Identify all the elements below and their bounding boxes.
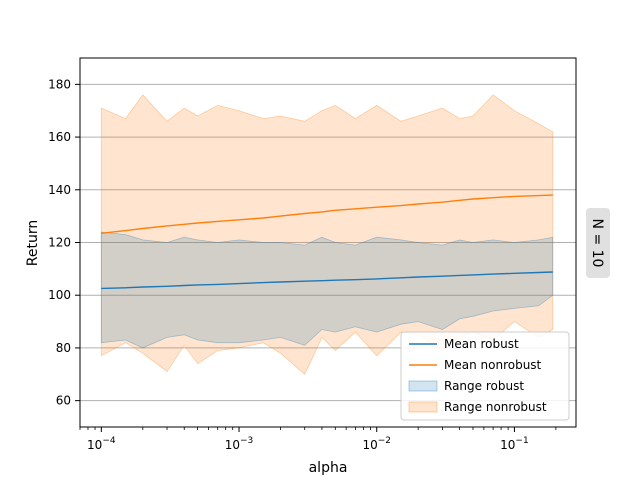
range-bands [100,94,554,375]
legend-box [400,331,570,421]
band-range-robust [100,231,554,349]
line-mean-nonrobust [101,194,553,234]
x-tick-label: 10−1 [500,436,529,452]
legend-swatch [408,401,438,413]
y-tick-label: 100 [48,288,71,302]
y-tick-label: 180 [48,77,71,91]
x-tick-label: 10−3 [225,436,254,452]
y-axis-label: Return [25,220,41,266]
legend-entry: Range robust [444,379,524,393]
facet-label-box: N = 10 [586,208,610,278]
legend-entry: Mean nonrobust [444,358,542,372]
legend-entry: Mean robust [444,337,519,351]
x-axis-label: alpha [309,460,348,476]
y-axis-ticks: 60 80 100 120 140 160 180 [48,77,80,408]
x-axis-ticks: 10−4 10−3 10−2 10−1 [79,427,557,452]
y-tick-label: 80 [56,341,71,355]
y-tick-label: 140 [48,183,71,197]
line-mean-robust [101,271,553,290]
x-tick-label: 10−4 [87,436,116,452]
mean-lines [101,194,553,290]
facet-label: N = 10 [589,219,605,268]
y-tick-label: 120 [48,236,71,250]
legend: Mean robust Mean nonrobust Range robust Ran… [400,331,570,421]
band-range-nonrobust [100,94,554,375]
grid-lines [80,83,576,402]
legend-entry: Range nonrobust [444,400,547,414]
legend-swatch [408,380,438,392]
y-tick-label: 160 [48,130,71,144]
y-tick-label: 60 [56,394,71,408]
x-tick-label: 10−2 [362,436,391,452]
